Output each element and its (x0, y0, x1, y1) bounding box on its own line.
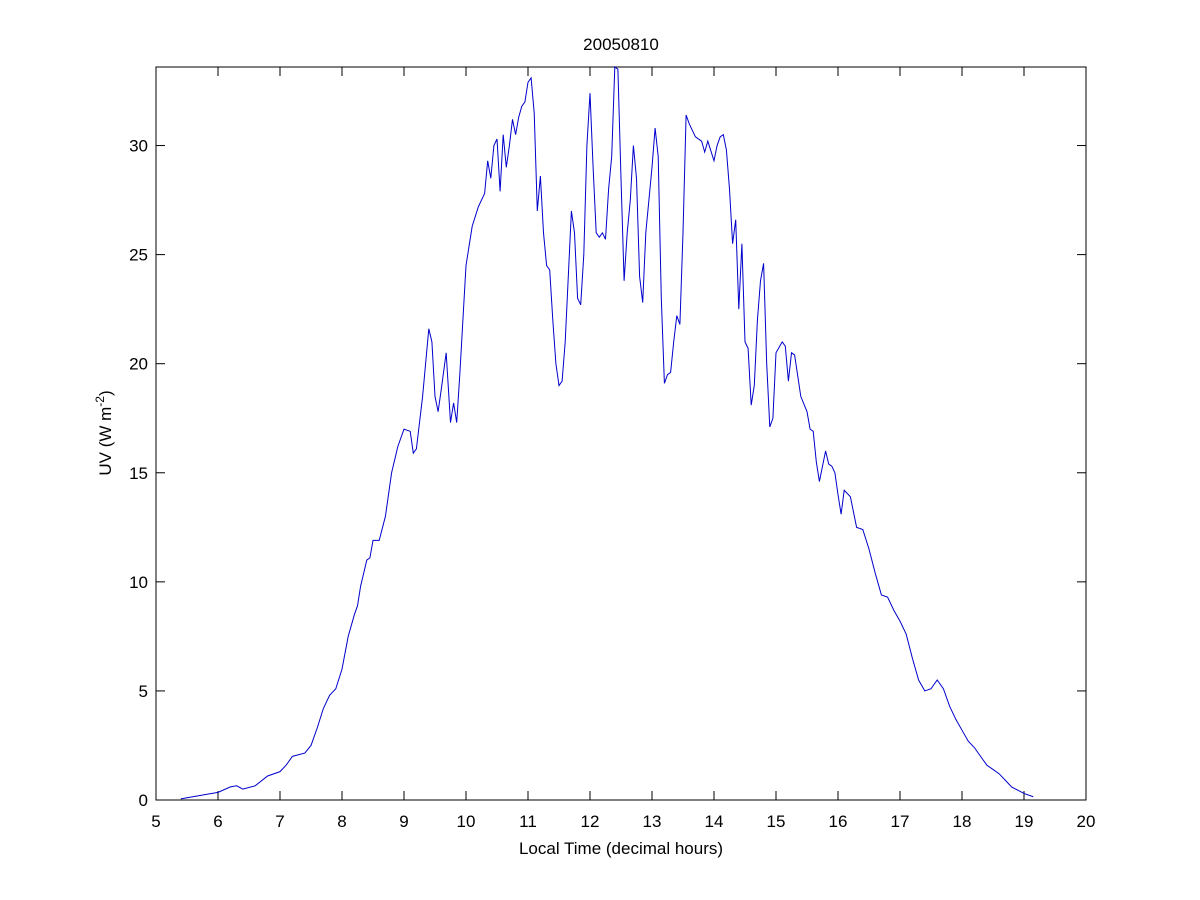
x-axis-label: Local Time (decimal hours) (519, 839, 723, 858)
x-tick-label: 17 (891, 812, 910, 831)
data-line (180, 66, 1034, 800)
x-tick-label: 14 (705, 812, 724, 831)
y-tick-label: 25 (129, 246, 148, 265)
chart-title: 20050810 (583, 35, 659, 54)
y-tick-label: 30 (129, 137, 148, 156)
y-label-closing: ) (96, 390, 115, 396)
y-tick-label: 15 (129, 464, 148, 483)
x-tick-label: 8 (337, 812, 346, 831)
x-tick-label: 18 (953, 812, 972, 831)
x-tick-label: 13 (643, 812, 662, 831)
x-tick-label: 6 (213, 812, 222, 831)
y-tick-label: 5 (139, 682, 148, 701)
x-tick-label: 12 (581, 812, 600, 831)
x-tick-label: 7 (275, 812, 284, 831)
x-tick-label: 15 (767, 812, 786, 831)
x-tick-label: 16 (829, 812, 848, 831)
y-tick-label: 10 (129, 573, 148, 592)
x-tick-label: 20 (1077, 812, 1096, 831)
x-tick-label: 11 (519, 812, 537, 831)
x-tick-label: 9 (399, 812, 408, 831)
x-tick-label: 5 (151, 812, 160, 831)
y-tick-label: 0 (139, 791, 148, 810)
x-tick-label: 10 (457, 812, 476, 831)
y-axis-label: UV (W m-2) (93, 390, 115, 475)
y-tick-label: 20 (129, 355, 148, 374)
y-label-text: UV (W m (96, 407, 115, 476)
y-label-superscript: -2 (93, 396, 107, 407)
x-tick-label: 19 (1015, 812, 1034, 831)
